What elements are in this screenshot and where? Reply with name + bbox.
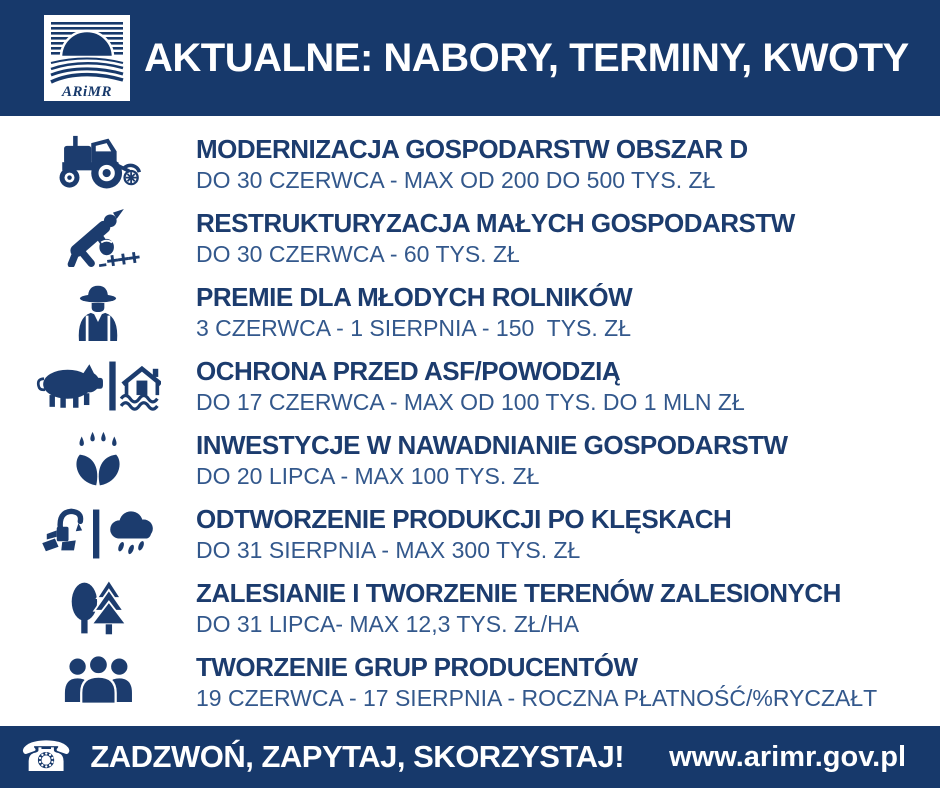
irrigation-sprout-icon — [0, 431, 196, 489]
program-details: DO 30 CZERWCA - 60 TYS. ZŁ — [196, 240, 520, 267]
arimr-logo: ARiMR — [44, 15, 130, 101]
program-title: MODERNIZACJA GOSPODARSTW OBSZAR D — [196, 133, 748, 164]
tractor-icon — [59, 135, 141, 189]
trees-icon — [71, 579, 127, 635]
program-title: OCHRONA PRZED ASF/POWODZIĄ — [196, 355, 621, 386]
page-title: AKTUALNE: NABORY, TERMINY, KWOTY — [144, 35, 909, 80]
divider-bar — [108, 361, 116, 411]
program-details: 19 CZERWCA - 17 SIERPNIA - ROCZNA PŁATNO… — [196, 684, 878, 711]
program-text: ODTWORZENIE PRODUKCJI PO KLĘSKACH DO 31 … — [196, 503, 732, 565]
arimr-logo-graphic: ARiMR — [44, 15, 130, 101]
program-title: ZALESIANIE I TWORZENIE TERENÓW ZALESIONY… — [196, 577, 841, 608]
program-title: RESTRUKTURYZACJA MAŁYCH GOSPODARSTW — [196, 207, 795, 238]
irrigation-sprout-icon — [76, 431, 120, 486]
divider-bar — [92, 509, 99, 559]
footer-bar: ☎ ZADZWOŃ, ZAPYTAJ, SKORZYSTAJ! www.arim… — [0, 726, 940, 788]
farmer-icon — [78, 285, 118, 341]
pump-storm-cloud-icon — [0, 505, 196, 563]
people-group-icon — [64, 654, 132, 705]
program-title: PREMIE DLA MŁODYCH ROLNIKÓW — [196, 281, 633, 312]
program-text: PREMIE DLA MŁODYCH ROLNIKÓW 3 CZERWCA - … — [196, 281, 633, 343]
sower-icon — [0, 209, 196, 267]
program-row: MODERNIZACJA GOSPODARSTW OBSZAR D DO 30 … — [0, 128, 940, 200]
website-link[interactable]: www.arimr.gov.pl — [669, 740, 906, 773]
program-title: ODTWORZENIE PRODUKCJI PO KLĘSKACH — [196, 503, 732, 534]
program-row: OCHRONA PRZED ASF/POWODZIĄ DO 17 CZERWCA… — [0, 350, 940, 422]
footer-cta: ZADZWOŃ, ZAPYTAJ, SKORZYSTAJ! — [90, 739, 625, 774]
program-details: DO 31 SIERPNIA - MAX 300 TYS. ZŁ — [196, 536, 581, 563]
program-title: TWORZENIE GRUP PRODUCENTÓW — [196, 651, 638, 682]
program-row: ZALESIANIE I TWORZENIE TERENÓW ZALESIONY… — [0, 572, 940, 644]
sower-icon — [67, 209, 140, 267]
pump-storm-cloud-icon — [41, 508, 153, 559]
program-row: ODTWORZENIE PRODUKCJI PO KLĘSKACH DO 31 … — [0, 498, 940, 570]
program-text: RESTRUKTURYZACJA MAŁYCH GOSPODARSTW DO 3… — [196, 208, 795, 269]
program-text: ZALESIANIE I TWORZENIE TERENÓW ZALESIONY… — [196, 578, 841, 639]
fields-graphic — [50, 57, 124, 84]
program-row: INWESTYCJE W NAWADNIANIE GOSPODARSTW DO … — [0, 424, 940, 496]
arimr-logo-text: ARiMR — [61, 84, 112, 100]
header-bar: ARiMR AKTUALNE: NABORY, TERMINY, KWOTY — [0, 0, 940, 116]
program-text: OCHRONA PRZED ASF/POWODZIĄ DO 17 CZERWCA… — [196, 356, 745, 417]
program-details: 3 CZERWCA - 1 SIERPNIA - 150 TYS. ZŁ — [196, 314, 632, 341]
pig-flooded-house-icon — [0, 357, 196, 415]
trees-icon — [0, 579, 196, 637]
phone-icon: ☎ — [20, 732, 73, 781]
programs-list: MODERNIZACJA GOSPODARSTW OBSZAR D DO 30 … — [0, 116, 940, 726]
program-details: DO 20 LIPCA - MAX 100 TYS. ZŁ — [196, 462, 540, 489]
program-title: INWESTYCJE W NAWADNIANIE GOSPODARSTW — [196, 429, 788, 460]
program-details: DO 31 LIPCA- MAX 12,3 TYS. ZŁ/HA — [196, 610, 580, 637]
program-row: TWORZENIE GRUP PRODUCENTÓW 19 CZERWCA - … — [0, 646, 940, 718]
program-details: DO 17 CZERWCA - MAX OD 100 TYS. DO 1 MLN… — [196, 388, 745, 415]
sun-icon — [59, 29, 115, 59]
farmer-icon — [0, 283, 196, 341]
program-text: TWORZENIE GRUP PRODUCENTÓW 19 CZERWCA - … — [196, 652, 877, 713]
program-row: PREMIE DLA MŁODYCH ROLNIKÓW 3 CZERWCA - … — [0, 276, 940, 348]
program-details: DO 30 CZERWCA - MAX OD 200 DO 500 TYS. Z… — [196, 166, 716, 193]
tractor-icon — [0, 135, 196, 193]
program-text: MODERNIZACJA GOSPODARSTW OBSZAR D DO 30 … — [196, 134, 748, 195]
people-group-icon — [0, 653, 196, 711]
program-row: RESTRUKTURYZACJA MAŁYCH GOSPODARSTW DO 3… — [0, 202, 940, 274]
program-text: INWESTYCJE W NAWADNIANIE GOSPODARSTW DO … — [196, 430, 788, 491]
pig-flooded-house-icon — [36, 361, 162, 411]
